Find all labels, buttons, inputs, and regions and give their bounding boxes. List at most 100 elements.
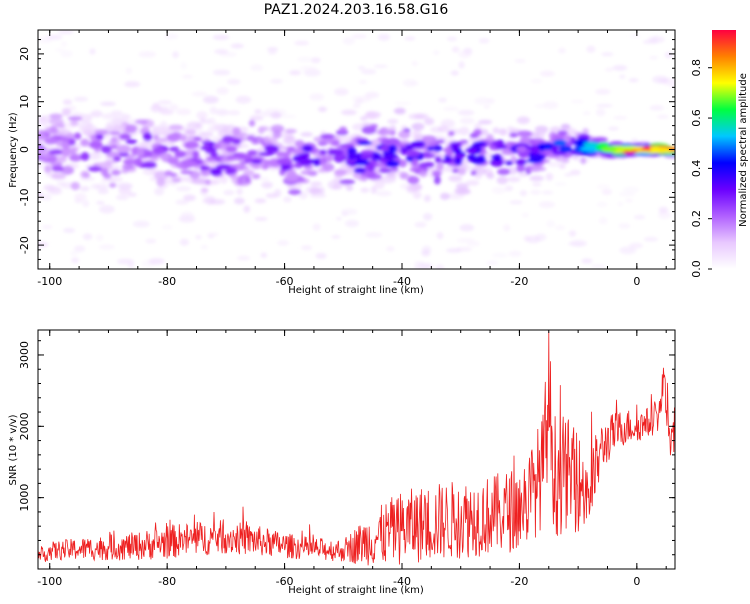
spectrogram-cell [399, 171, 409, 179]
spectrogram-noise-cell [617, 201, 624, 207]
spectrogram-cell [611, 152, 627, 157]
spectrogram-cell [152, 147, 165, 155]
spectrogram-cell [413, 129, 422, 137]
spectrogram-cell [122, 163, 135, 170]
snr-x-ticks: -100 -80 -60 -40 -20 0 [37, 330, 667, 588]
spectrogram-cell [300, 170, 315, 175]
spectrogram-cell [354, 159, 370, 166]
spectrogram-cell [379, 175, 396, 184]
spectrogram-cell [382, 152, 399, 161]
spectrogram-cell [249, 115, 264, 121]
spectrogram-noise-cell [393, 101, 412, 106]
spectrogram-cell [533, 166, 547, 172]
spectrogram-cell [50, 161, 63, 167]
spectrogram-cell [545, 172, 554, 181]
spectrogram-cell [80, 138, 90, 147]
spectrogram-cell [56, 181, 66, 186]
spectrogram-noise-cell [558, 47, 566, 54]
spectrogram-cell [491, 141, 505, 146]
spectrogram-x-label: Height of straight line (km) [288, 285, 424, 296]
spectrogram-cell [313, 136, 323, 143]
spectrogram-noise-cell [601, 52, 614, 57]
spectrogram-cell [184, 140, 199, 149]
spectrogram-noise-cell [514, 59, 527, 63]
spectrogram-cell [318, 106, 327, 113]
spectrogram-cell [434, 156, 442, 164]
spectrogram-cell [373, 162, 390, 168]
spectrogram-noise-cell [148, 258, 165, 265]
spectrogram-cell [285, 128, 297, 134]
spectrogram-cell [97, 188, 109, 195]
spectrogram-cell [211, 178, 221, 185]
spectrogram-cell [409, 183, 422, 191]
spectrogram-cell [486, 172, 495, 180]
spectrogram-cell [580, 156, 587, 165]
spectrogram-noise-cell [491, 252, 508, 258]
spectrogram-cell [193, 136, 202, 142]
spectrogram-cell [270, 112, 282, 119]
colorbar-tick-label: 0.8 [690, 59, 703, 77]
spectrogram-cell [242, 154, 252, 160]
spectrogram-noise-cell [351, 34, 367, 39]
spectrogram-noise-cell [70, 250, 78, 256]
spectrogram-noise-cell [145, 238, 157, 244]
snr-x-tick-label: 0 [633, 575, 640, 588]
spectrogram-cell [61, 107, 72, 117]
spectrogram-cell [516, 163, 526, 173]
spectrogram-noise-cell [352, 103, 361, 108]
spectrogram-noise-cell [519, 190, 527, 197]
spectrogram-noise-cell [629, 242, 643, 249]
spectrogram-cell [423, 161, 435, 168]
spectrogram-noise-cell [596, 201, 608, 207]
spectrogram-cell [472, 141, 486, 147]
spectrogram-noise-cell [124, 81, 141, 88]
spectrogram-cell [426, 146, 435, 151]
spectrogram-noise-cell [612, 65, 628, 71]
spectrogram-noise-cell [60, 50, 73, 58]
spectrogram-noise-cell [509, 200, 523, 205]
spectrogram-cell [251, 139, 260, 145]
spectrogram-noise-cell [523, 235, 531, 242]
spectrogram-cell [327, 180, 339, 190]
spectrogram-noise-cell [365, 232, 383, 238]
spectrogram-cell [558, 163, 566, 169]
spectrogram-noise-cell [334, 88, 349, 96]
spectrogram-cell [49, 155, 57, 160]
spectrogram-noise-cell [212, 69, 231, 76]
spectrogram-cell [492, 127, 500, 134]
snr-y-label: SNR (10 * v/v) [8, 414, 19, 485]
spectrogram-cell [113, 156, 122, 162]
spectrogram-noise-cell [541, 190, 554, 195]
spectrogram-cell [388, 144, 398, 154]
spectrogram-cell [309, 187, 321, 195]
spectrogram-cell [200, 187, 209, 193]
spectrogram-noise-cell [414, 221, 427, 228]
spectrogram-cell [156, 177, 166, 187]
spectrogram-cell [180, 169, 194, 175]
spectrogram-cell [457, 168, 467, 176]
spectrogram-noise-cell [657, 78, 669, 83]
spectrogram-cell [88, 140, 103, 149]
spectrogram-noise-cell [360, 69, 377, 75]
spectrogram-cell [154, 187, 165, 196]
spectrogram-cell [104, 159, 117, 164]
spectrogram-cell [516, 146, 527, 153]
spectrogram-noise-cell [643, 237, 659, 242]
spectrogram-cell [651, 147, 670, 154]
spectrogram-cell [159, 109, 174, 115]
spectrogram-noise-cell [200, 244, 208, 250]
spectrogram-cell [478, 119, 493, 125]
spectrogram-cell [381, 129, 394, 135]
spectrogram-cell [269, 136, 278, 145]
spectrogram-noise-cell [289, 70, 302, 76]
spectrogram-noise-cell [619, 246, 637, 255]
spectrogram-cell [553, 139, 567, 147]
spectrogram-cell [204, 179, 211, 185]
spectrogram-cell [407, 176, 420, 185]
spectrogram-cell [60, 165, 75, 175]
spectrogram-noise-cell [331, 235, 341, 239]
spectrogram-cell [506, 126, 514, 131]
colorbar-tick-label: 0.2 [690, 210, 703, 228]
spectrogram-cell [582, 128, 589, 136]
